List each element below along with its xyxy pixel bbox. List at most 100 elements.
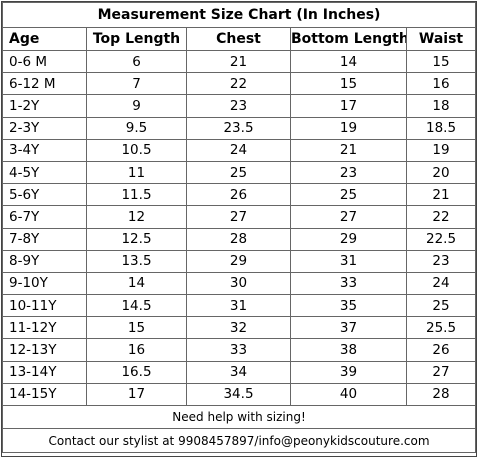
cell-top-length: 9 (86, 94, 187, 118)
cell-top-length: 13.5 (86, 249, 187, 273)
table-row: 7-8Y 12.5 28 29 22.5 (2, 227, 477, 251)
cell-waist: 21 (405, 183, 477, 207)
cell-chest: 24 (186, 138, 291, 162)
cell-bottom-length: 39 (290, 360, 407, 384)
cell-age: 10-11Y (2, 294, 87, 318)
cell-age: 5-6Y (2, 183, 87, 207)
cell-bottom-length: 37 (290, 316, 407, 340)
table-row: 3-4Y 10.5 24 21 19 (2, 138, 477, 162)
cell-bottom-length: 15 (290, 72, 407, 96)
cell-bottom-length: 33 (290, 271, 407, 296)
table-row: 14-15Y 17 34.5 40 28 (2, 382, 477, 407)
column-header-waist: Waist (405, 27, 477, 51)
table-row: 12-13Y 16 33 38 26 (2, 338, 477, 362)
cell-bottom-length: 31 (290, 249, 407, 273)
chart-title: Measurement Size Chart (In Inches) (1, 2, 477, 28)
cell-chest: 27 (186, 205, 291, 229)
table-row: 6-7Y 12 27 27 22 (2, 205, 477, 229)
cell-chest: 34.5 (186, 382, 291, 407)
cell-waist: 22.5 (405, 227, 477, 251)
cell-age: 0-6 M (2, 49, 87, 74)
cell-waist: 18 (405, 94, 477, 118)
cell-top-length: 6 (86, 49, 187, 74)
cell-chest: 32 (186, 316, 291, 340)
cell-waist: 28 (405, 382, 477, 407)
cell-chest: 26 (186, 183, 291, 207)
table-row: 2-3Y 9.5 23.5 19 18.5 (2, 116, 477, 140)
cell-bottom-length: 23 (290, 160, 407, 185)
cell-bottom-length: 17 (290, 94, 407, 118)
cell-age: 11-12Y (2, 316, 87, 340)
cell-chest: 23 (186, 94, 291, 118)
cell-waist: 18.5 (405, 116, 477, 140)
cell-waist: 25 (405, 294, 477, 318)
cell-age: 6-12 M (2, 72, 87, 96)
cell-waist: 25.5 (405, 316, 477, 340)
cell-waist: 20 (405, 160, 477, 185)
help-note: Need help with sizing! (1, 405, 477, 429)
cell-top-length: 17 (86, 382, 187, 407)
cell-top-length: 10.5 (86, 138, 187, 162)
cell-age: 13-14Y (2, 360, 87, 384)
table-row: 9-10Y 14 30 33 24 (2, 271, 477, 296)
cell-bottom-length: 19 (290, 116, 407, 140)
cell-bottom-length: 38 (290, 338, 407, 362)
cell-chest: 23.5 (186, 116, 291, 140)
cell-bottom-length: 35 (290, 294, 407, 318)
cell-bottom-length: 21 (290, 138, 407, 162)
cell-top-length: 12.5 (86, 227, 187, 251)
cell-chest: 21 (186, 49, 291, 74)
table-row: 5-6Y 11.5 26 25 21 (2, 183, 477, 207)
cell-waist: 24 (405, 271, 477, 296)
contact-line: Contact our stylist at 9908457897/info@p… (1, 428, 477, 453)
cell-bottom-length: 25 (290, 183, 407, 207)
cell-chest: 31 (186, 294, 291, 318)
table-row: 13-14Y 16.5 34 39 27 (2, 360, 477, 384)
table-row: 8-9Y 13.5 29 31 23 (2, 249, 477, 273)
cell-bottom-length: 40 (290, 382, 407, 407)
cell-top-length: 11.5 (86, 183, 187, 207)
cell-bottom-length: 29 (290, 227, 407, 251)
cell-age: 8-9Y (2, 249, 87, 273)
column-header-bottom-length: Bottom Length (290, 27, 407, 51)
cell-top-length: 11 (86, 160, 187, 185)
cell-waist: 23 (405, 249, 477, 273)
cell-chest: 25 (186, 160, 291, 185)
cell-chest: 28 (186, 227, 291, 251)
header-row: Age Top Length Chest Bottom Length Waist (2, 27, 477, 51)
cell-age: 14-15Y (2, 382, 87, 407)
table-row: 0-6 M 6 21 14 15 (2, 49, 477, 74)
cell-bottom-length: 14 (290, 49, 407, 74)
column-header-age: Age (2, 27, 87, 51)
cell-top-length: 14 (86, 271, 187, 296)
table-row: 6-12 M 7 22 15 16 (2, 72, 477, 96)
cell-chest: 22 (186, 72, 291, 96)
cell-top-length: 16 (86, 338, 187, 362)
cell-waist: 27 (405, 360, 477, 384)
cell-chest: 34 (186, 360, 291, 384)
cell-waist: 16 (405, 72, 477, 96)
column-header-top-length: Top Length (86, 27, 187, 51)
cell-age: 12-13Y (2, 338, 87, 362)
column-header-chest: Chest (186, 27, 291, 51)
cell-chest: 30 (186, 271, 291, 296)
cell-top-length: 12 (86, 205, 187, 229)
cell-top-length: 15 (86, 316, 187, 340)
cell-age: 7-8Y (2, 227, 87, 251)
table-row: 4-5Y 11 25 23 20 (2, 160, 477, 185)
cell-age: 1-2Y (2, 94, 87, 118)
cell-chest: 29 (186, 249, 291, 273)
cell-top-length: 7 (86, 72, 187, 96)
cell-age: 2-3Y (2, 116, 87, 140)
cell-top-length: 9.5 (86, 116, 187, 140)
cell-waist: 22 (405, 205, 477, 229)
cell-bottom-length: 27 (290, 205, 407, 229)
table-row: 11-12Y 15 32 37 25.5 (2, 316, 477, 340)
cell-waist: 19 (405, 138, 477, 162)
cell-age: 9-10Y (2, 271, 87, 296)
cell-top-length: 16.5 (86, 360, 187, 384)
cell-waist: 26 (405, 338, 477, 362)
cell-chest: 33 (186, 338, 291, 362)
size-table: Measurement Size Chart (In Inches) Age T… (1, 2, 477, 453)
